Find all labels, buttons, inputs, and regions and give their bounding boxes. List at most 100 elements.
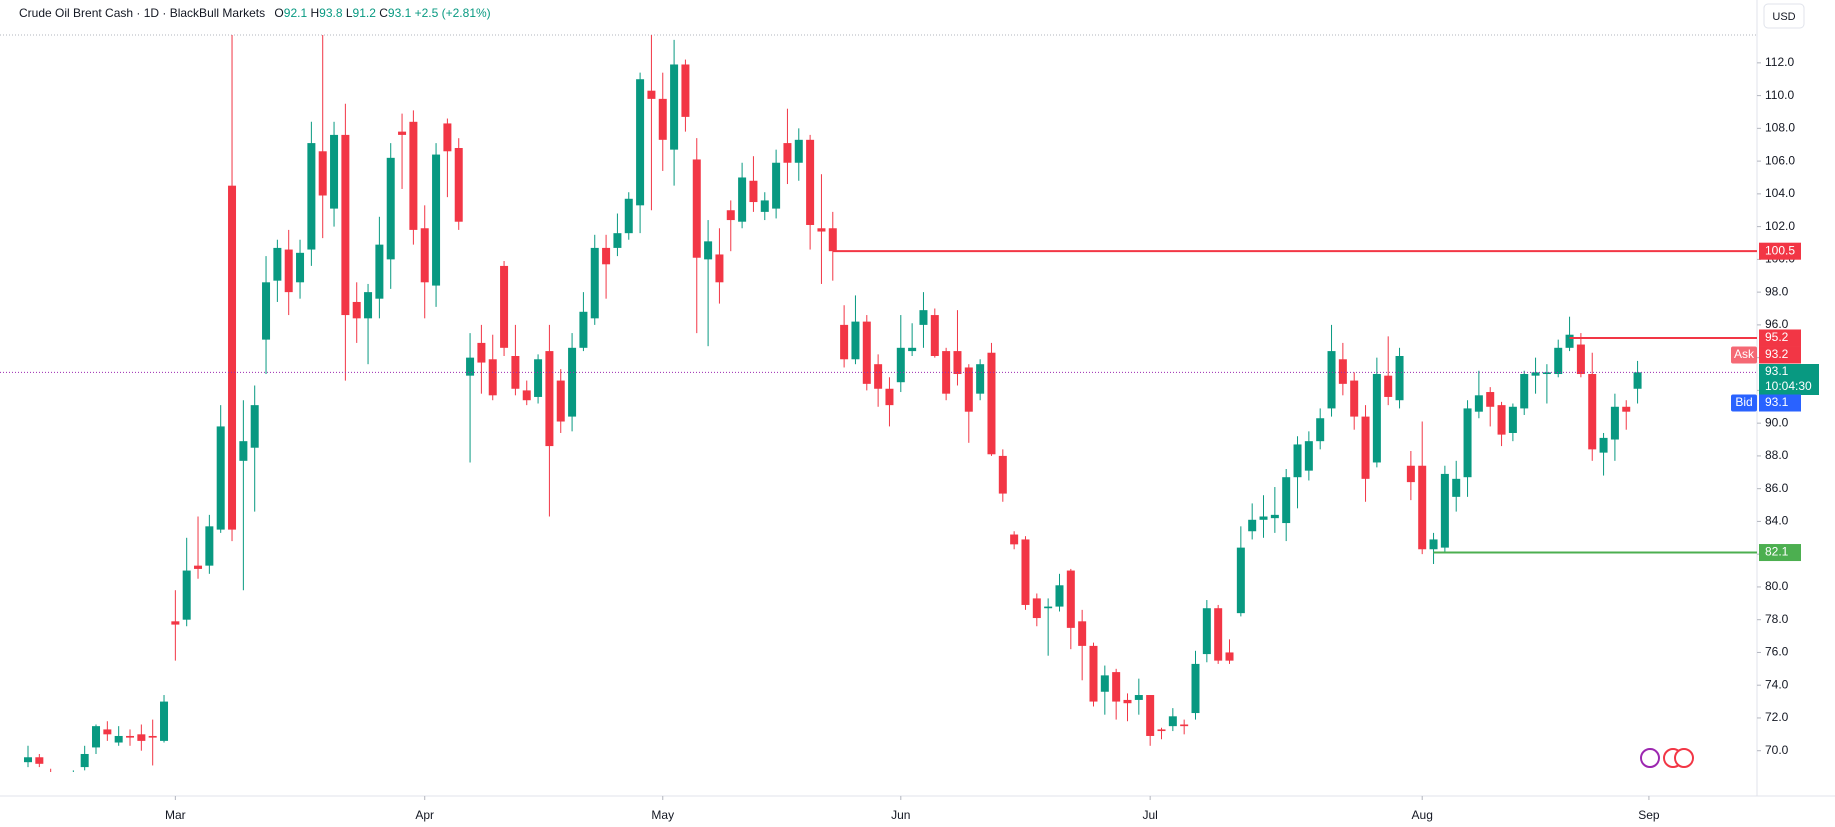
candle-body [216,426,225,530]
candle-body [1304,441,1313,471]
bid-label: Bid [1735,395,1752,409]
candle-body [284,249,293,293]
candle-body [126,735,135,738]
candle-body [137,734,146,741]
candle-body [772,162,781,209]
candle-body [908,347,917,352]
ohlc-value: 92.1 [284,6,308,20]
candle-body [613,233,622,248]
candle-body [998,455,1007,494]
candle-body [1474,395,1483,412]
candle-body [534,359,543,397]
y-tick-label: 86.0 [1765,481,1789,495]
candle-body [545,351,554,447]
candle-body [636,79,645,206]
candle-body [375,244,384,299]
candle-body [432,154,441,286]
candle-body [1134,695,1143,700]
level-tag [1759,242,1801,260]
candle-body [806,139,815,225]
ohlc-prefix: H [310,6,319,20]
candle-body [579,311,588,348]
candle-body [352,301,361,319]
y-tick-label: 84.0 [1765,514,1789,528]
candle-body [364,292,373,319]
candle-body [749,180,758,203]
candle-body [942,351,951,394]
candle-body [1327,351,1336,409]
candle-body [1055,585,1064,607]
candle-body [1180,724,1189,727]
event-icon[interactable] [1640,748,1660,768]
level-tag [1759,544,1801,562]
candle-body [114,735,123,743]
candle-body [817,228,826,232]
ohlc-prefix: O [274,6,283,20]
candle-body [1622,406,1631,412]
candle-body [1225,652,1234,661]
candle-body [964,367,973,412]
candle-body [828,228,837,252]
y-tick-label: 112.0 [1765,55,1794,69]
y-tick-label: 106.0 [1765,153,1795,167]
candle-body [1361,416,1370,479]
y-tick-label: 88.0 [1765,448,1789,462]
candle-body [307,143,316,250]
candle-body [1531,372,1540,376]
candle-body [556,380,565,422]
ohlc-value: 93.8 [319,6,343,20]
candle-body [670,64,679,150]
candle-body [1236,547,1245,614]
candle-body [1350,380,1359,417]
candle-body [58,777,66,779]
candle-body [1418,465,1427,550]
event-icons[interactable] [1640,748,1694,768]
button-frame[interactable] [1763,3,1805,29]
candle-body [1395,356,1404,401]
candle-body [862,321,871,384]
candle-body [1168,716,1177,727]
candle-body [681,64,690,117]
candle-body [1633,372,1642,389]
ohlc-value: 91.2 [353,6,377,20]
currency[interactable]: USD [1772,11,1795,23]
candle-body [1520,374,1529,409]
y-tick-label: 78.0 [1765,612,1789,626]
candle-body [647,90,656,99]
y-tick-label: 108.0 [1765,121,1795,135]
candle-body [522,390,531,401]
y-tick-label: 80.0 [1765,579,1789,593]
candle-body [24,757,32,763]
change: +2.5 (+2.81%) [415,6,491,20]
candle-body [1010,534,1019,545]
candle-body [590,247,599,319]
x-tick-label: May [651,808,674,822]
candle-body [409,121,418,230]
candle-body [1372,374,1381,463]
y-tick-label: 98.0 [1765,284,1789,298]
candle-body [103,729,112,735]
candle-body [1112,672,1121,702]
candle-body [874,364,883,389]
y-tick-label: 104.0 [1765,186,1795,200]
x-tick-label: Sep [1638,808,1660,822]
symbol-title: Crude Oil Brent Cash · 1D · BlackBull Ma… [19,6,265,20]
y-tick-label: 76.0 [1765,645,1789,659]
candle-body [1157,729,1166,732]
candle-body [953,351,962,375]
event-icon[interactable] [1674,748,1694,768]
candle-body [420,228,429,283]
candle-body [1066,570,1075,628]
candle-body [919,310,928,325]
candle-body [692,159,701,258]
candle-body [1089,645,1098,702]
y-tick-label: 72.0 [1765,710,1789,724]
candle-body [194,565,203,569]
currency-button[interactable]: USD [1763,3,1805,29]
candle-body [1214,608,1223,661]
candle-body [624,198,633,234]
bid-label-box [1731,394,1757,412]
bid-value: 93.1 [1765,395,1789,409]
ask-label-box [1731,346,1757,364]
